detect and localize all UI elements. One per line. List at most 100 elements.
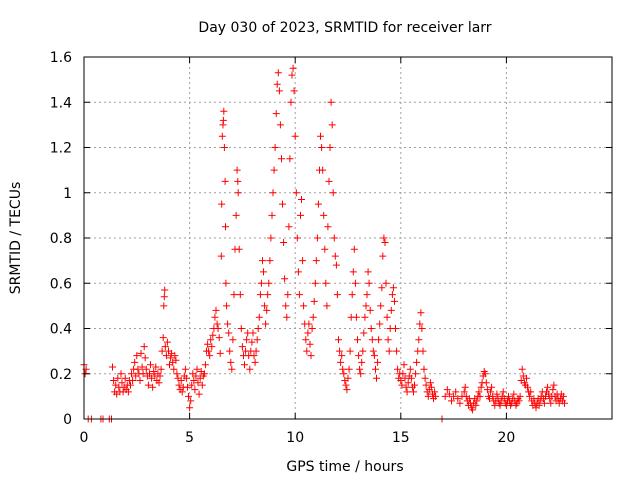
data-point bbox=[518, 365, 526, 373]
data-point bbox=[367, 325, 375, 332]
data-point bbox=[362, 302, 370, 310]
data-point bbox=[332, 261, 340, 269]
data-point bbox=[208, 343, 216, 351]
data-point bbox=[114, 374, 122, 382]
y-tick-label: 1.4 bbox=[50, 95, 72, 111]
data-point bbox=[392, 325, 399, 332]
data-point bbox=[234, 189, 242, 197]
data-point bbox=[303, 347, 311, 355]
data-point bbox=[378, 284, 386, 292]
data-point bbox=[352, 313, 360, 321]
data-point bbox=[140, 343, 148, 351]
data-point bbox=[178, 388, 186, 396]
data-point bbox=[159, 334, 167, 342]
data-point bbox=[391, 297, 398, 305]
data-point bbox=[384, 336, 392, 344]
data-point bbox=[194, 379, 202, 387]
data-point bbox=[230, 291, 238, 299]
data-point bbox=[191, 386, 199, 394]
data-point bbox=[460, 388, 468, 396]
data-point bbox=[419, 347, 427, 355]
data-point bbox=[368, 336, 376, 344]
data-point bbox=[403, 388, 411, 396]
y-tick-label: 0.2 bbox=[50, 367, 72, 383]
data-point bbox=[561, 399, 568, 407]
data-point bbox=[477, 383, 485, 391]
data-point bbox=[337, 358, 345, 366]
data-point bbox=[373, 374, 380, 382]
data-point bbox=[265, 279, 273, 287]
data-point bbox=[310, 297, 318, 305]
data-point bbox=[133, 352, 141, 360]
data-point bbox=[190, 377, 198, 384]
data-point bbox=[365, 279, 373, 287]
data-point bbox=[321, 245, 329, 253]
data-point bbox=[257, 279, 265, 287]
data-point bbox=[280, 239, 288, 246]
data-point bbox=[288, 71, 296, 79]
data-point bbox=[472, 401, 480, 409]
data-point bbox=[366, 306, 374, 314]
data-point bbox=[331, 252, 339, 260]
data-point bbox=[364, 268, 372, 276]
data-point bbox=[220, 107, 228, 115]
data-point bbox=[187, 397, 195, 405]
data-point bbox=[269, 189, 277, 197]
data-point bbox=[144, 381, 152, 389]
data-point bbox=[372, 365, 379, 373]
data-point bbox=[212, 306, 220, 314]
data-point bbox=[369, 347, 377, 355]
data-point bbox=[200, 370, 208, 378]
data-point bbox=[361, 313, 369, 321]
data-point bbox=[345, 365, 353, 373]
data-point bbox=[138, 363, 146, 371]
data-point bbox=[354, 336, 361, 344]
data-point bbox=[330, 234, 338, 242]
data-point bbox=[188, 381, 196, 389]
data-point bbox=[220, 144, 228, 151]
data-point bbox=[328, 121, 336, 129]
data-point bbox=[266, 257, 274, 265]
data-point bbox=[253, 336, 261, 344]
data-point bbox=[313, 234, 321, 242]
data-point bbox=[441, 392, 449, 400]
data-point bbox=[222, 223, 229, 231]
data-point bbox=[527, 388, 535, 396]
x-tick-label: 5 bbox=[185, 430, 194, 446]
data-point bbox=[516, 392, 524, 400]
data-point bbox=[302, 336, 310, 344]
data-point bbox=[416, 320, 424, 328]
data-point bbox=[322, 279, 330, 287]
data-point bbox=[342, 381, 350, 389]
data-point bbox=[421, 374, 429, 382]
data-point bbox=[540, 399, 548, 407]
data-point bbox=[320, 211, 328, 219]
data-point bbox=[336, 347, 344, 355]
data-point bbox=[358, 358, 366, 366]
data-point bbox=[267, 234, 275, 242]
data-point bbox=[171, 352, 179, 360]
data-point bbox=[339, 365, 347, 373]
data-point bbox=[136, 377, 144, 384]
data-point bbox=[163, 338, 171, 346]
data-point bbox=[461, 383, 469, 391]
data-point bbox=[275, 87, 283, 95]
data-point bbox=[350, 245, 358, 253]
data-point bbox=[262, 320, 270, 328]
data-point bbox=[550, 381, 558, 389]
data-point bbox=[211, 313, 219, 321]
data-point bbox=[117, 370, 125, 378]
data-point bbox=[393, 347, 401, 355]
data-point bbox=[305, 320, 313, 328]
data-point bbox=[261, 302, 269, 310]
data-point bbox=[141, 354, 149, 362]
data-point bbox=[255, 313, 263, 321]
data-point bbox=[311, 279, 319, 287]
data-point bbox=[324, 223, 332, 231]
data-point bbox=[155, 379, 163, 387]
data-point bbox=[351, 279, 359, 287]
data-point bbox=[173, 370, 181, 378]
data-point bbox=[259, 257, 266, 265]
data-point bbox=[293, 234, 301, 242]
data-point bbox=[327, 98, 335, 106]
